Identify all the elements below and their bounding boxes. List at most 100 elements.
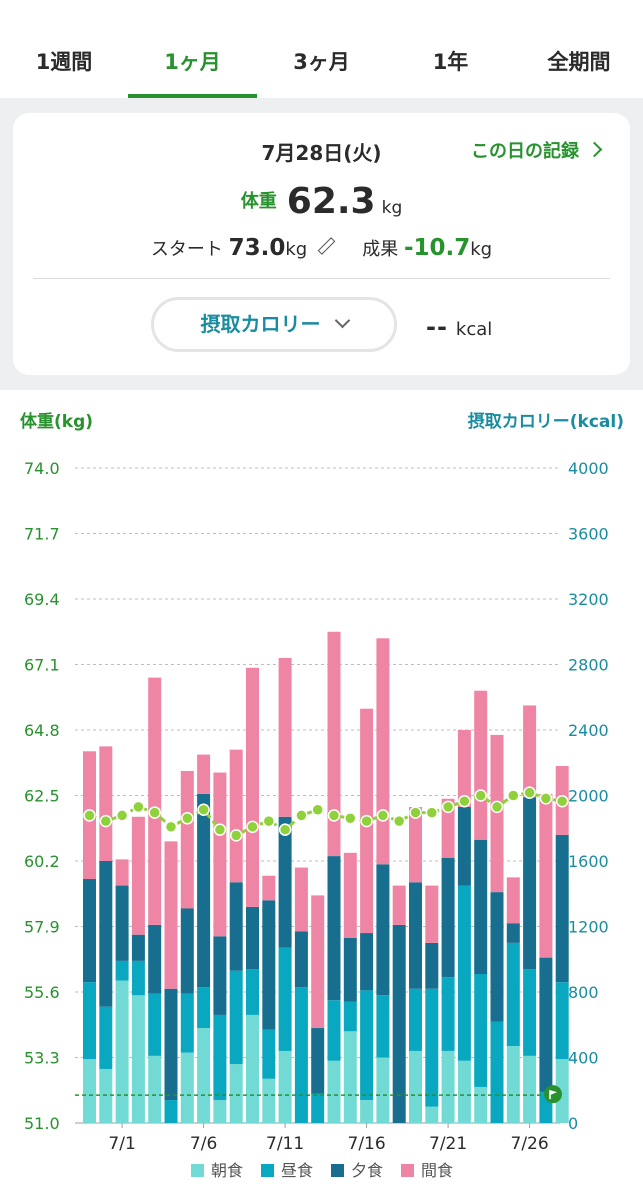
summary-card: 7月28日(火) この日の記録 体重 62.3 kg スタート 73.0kg 成果 -… [13, 113, 630, 375]
calorie-unit: kcal [455, 319, 493, 340]
snack-bar [425, 885, 439, 943]
dinner-bar [294, 931, 308, 988]
left-tick-label: 69.4 [24, 590, 60, 609]
breakfast-bar [115, 980, 129, 1123]
snack-bar [311, 895, 325, 1029]
x-tick-label: 7/11 [266, 1134, 304, 1154]
tab-1-month[interactable]: 1ヶ月 [164, 50, 221, 74]
snack-bar [213, 772, 227, 937]
weight-point [490, 800, 504, 814]
weight-point [523, 786, 536, 799]
lunch-bar [474, 973, 488, 1087]
pencil-edit-icon[interactable] [317, 237, 336, 255]
tab-3-months[interactable]: 3ヶ月 [293, 50, 350, 74]
calorie-type-dropdown[interactable]: 摂取カロリー [151, 297, 397, 352]
x-tick-label: 7/1 [108, 1134, 135, 1154]
right-tick-label: 3200 [568, 590, 609, 609]
right-tick-label: 2800 [568, 656, 609, 675]
breakfast-bar [360, 1100, 374, 1123]
left-tick-label: 62.5 [24, 787, 60, 806]
breakfast-bar [180, 1052, 194, 1123]
lunch-bar [164, 1100, 178, 1123]
breakfast-bar [409, 1050, 422, 1123]
dinner-bar [457, 806, 471, 886]
day-record-link[interactable]: この日の記録 [471, 137, 603, 163]
weight-point [164, 820, 178, 834]
right-tick-label: 2000 [568, 787, 609, 806]
snack-bar [164, 841, 178, 989]
snack-bar [131, 816, 145, 935]
lunch-bar [278, 947, 292, 1051]
dinner-bar [327, 856, 341, 1001]
weight-point [115, 809, 129, 822]
tab-all-period[interactable]: 全期間 [547, 50, 611, 74]
breakfast-bar [457, 1060, 471, 1123]
snack-bar [180, 770, 194, 909]
breakfast-bar [343, 1031, 357, 1123]
x-tick-label: 7/6 [190, 1134, 217, 1154]
left-tick-label: 53.3 [24, 1049, 60, 1068]
dinner-bar [523, 797, 537, 970]
dinner-bar [262, 900, 276, 1030]
snack-bar [327, 631, 341, 857]
calorie-type-label: 摂取カロリー [200, 312, 321, 336]
snack-bar [343, 852, 357, 938]
weight-point [246, 820, 259, 834]
breakfast-bar [131, 995, 145, 1123]
dinner-bar [180, 908, 194, 994]
lunch-bar [425, 988, 439, 1107]
weight-label: 体重 [240, 191, 277, 212]
left-tick-label: 74.0 [24, 459, 60, 478]
dinner-bar [197, 793, 211, 988]
snack-bar [99, 746, 113, 861]
goal-flag-circle [544, 1085, 562, 1104]
right-tick-label: 1200 [568, 918, 609, 937]
chevron-down-icon [334, 312, 350, 329]
result-label: 成果 [362, 239, 399, 260]
legend-label: 夕食 [351, 1161, 383, 1180]
tab-1-week[interactable]: 1週間 [35, 50, 93, 74]
x-tick-label: 7/26 [511, 1134, 549, 1154]
legend-swatch [191, 1164, 204, 1177]
lunch-bar [506, 942, 520, 1047]
result-value: -10.7 [403, 235, 471, 261]
snack-bar [376, 638, 390, 865]
selected-date: 7月28日(火) [261, 141, 382, 165]
lunch-bar [376, 995, 390, 1058]
breakfast-bar [246, 1014, 259, 1123]
dinner-bar [425, 942, 439, 989]
chevron-right-icon [586, 141, 603, 158]
breakfast-bar [327, 1060, 341, 1123]
snack-bar [409, 806, 422, 883]
breakfast-bar [474, 1086, 488, 1123]
weight-point [539, 792, 553, 805]
snack-bar [229, 749, 243, 883]
breakfast-bar [197, 1028, 211, 1123]
breakfast-bar [441, 1050, 455, 1123]
lunch-bar [213, 1014, 227, 1101]
legend-swatch [261, 1164, 274, 1177]
weight-point [278, 823, 292, 836]
lunch-bar [490, 1021, 504, 1123]
dinner-bar [441, 857, 455, 978]
breakfast-bar [83, 1059, 96, 1123]
start-value: 73.0 [228, 235, 286, 261]
weight-point [181, 812, 194, 825]
right-tick-label: 1600 [568, 852, 609, 871]
snack-bar [262, 875, 276, 901]
lunch-bar [246, 969, 259, 1015]
period-tabs: 1週間 1ヶ月 3ヶ月 1年 全期間 [0, 0, 643, 99]
breakfast-bar [425, 1106, 439, 1123]
weight-point [507, 789, 520, 802]
breakfast-bar [99, 1068, 113, 1123]
weight-point [327, 809, 341, 822]
dinner-bar [539, 957, 553, 1092]
dinner-bar [115, 885, 129, 961]
lunch-bar [360, 990, 374, 1101]
breakfast-bar [262, 1078, 276, 1123]
left-tick-label: 51.0 [24, 1114, 60, 1133]
tab-1-year[interactable]: 1年 [432, 50, 469, 74]
weight-point [83, 809, 96, 822]
dinner-bar [83, 879, 96, 983]
lunch-bar [197, 987, 211, 1029]
